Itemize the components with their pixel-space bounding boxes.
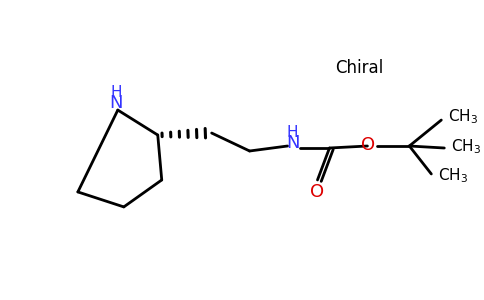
Text: Chiral: Chiral xyxy=(335,59,383,77)
Text: CH$_3$: CH$_3$ xyxy=(451,138,481,156)
Text: H: H xyxy=(110,85,121,100)
Text: CH$_3$: CH$_3$ xyxy=(438,167,469,185)
Text: H: H xyxy=(287,124,298,140)
Text: O: O xyxy=(310,183,325,201)
Text: N: N xyxy=(109,94,122,112)
Text: CH$_3$: CH$_3$ xyxy=(448,108,478,126)
Text: O: O xyxy=(362,136,376,154)
Text: N: N xyxy=(286,134,299,152)
